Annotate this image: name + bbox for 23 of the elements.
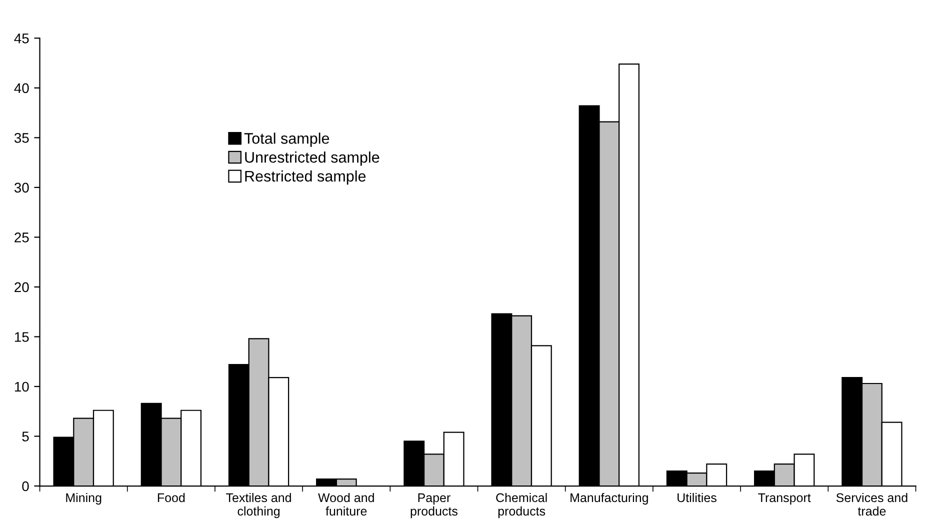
x-tick-label: Food	[158, 492, 185, 502]
y-tick-label: 35	[14, 133, 29, 143]
x-tick-label: Utilities	[678, 492, 716, 502]
y-tick-label: 10	[14, 382, 29, 392]
y-tick-label: 20	[14, 282, 29, 292]
x-tick-label: Transport	[758, 493, 811, 505]
y-tick-label: 5	[22, 432, 29, 442]
x-tick-label: Chemical products	[496, 492, 547, 518]
y-tick-label: 0	[22, 481, 29, 492]
y-tick-label: 45	[14, 34, 29, 44]
y-tick-label: 30	[14, 182, 29, 193]
x-tick-label: Manufacturing	[570, 492, 648, 505]
legend-label: Total sample	[244, 132, 330, 147]
legend-label: Unrestricted sample	[245, 152, 380, 166]
y-tick-label: 15	[14, 332, 29, 342]
x-tick-label: Mining	[66, 492, 102, 505]
x-tick-label: Wood and funiture	[318, 492, 374, 516]
y-tick-label: 25	[14, 232, 29, 242]
y-tick-label: 40	[14, 83, 29, 94]
x-tick-label: Services and trade	[836, 492, 908, 516]
x-tick-label: Paper products	[410, 493, 458, 518]
x-tick-label: Textiles and clothing	[226, 492, 291, 518]
legend-label: Restricted sample	[245, 170, 366, 185]
